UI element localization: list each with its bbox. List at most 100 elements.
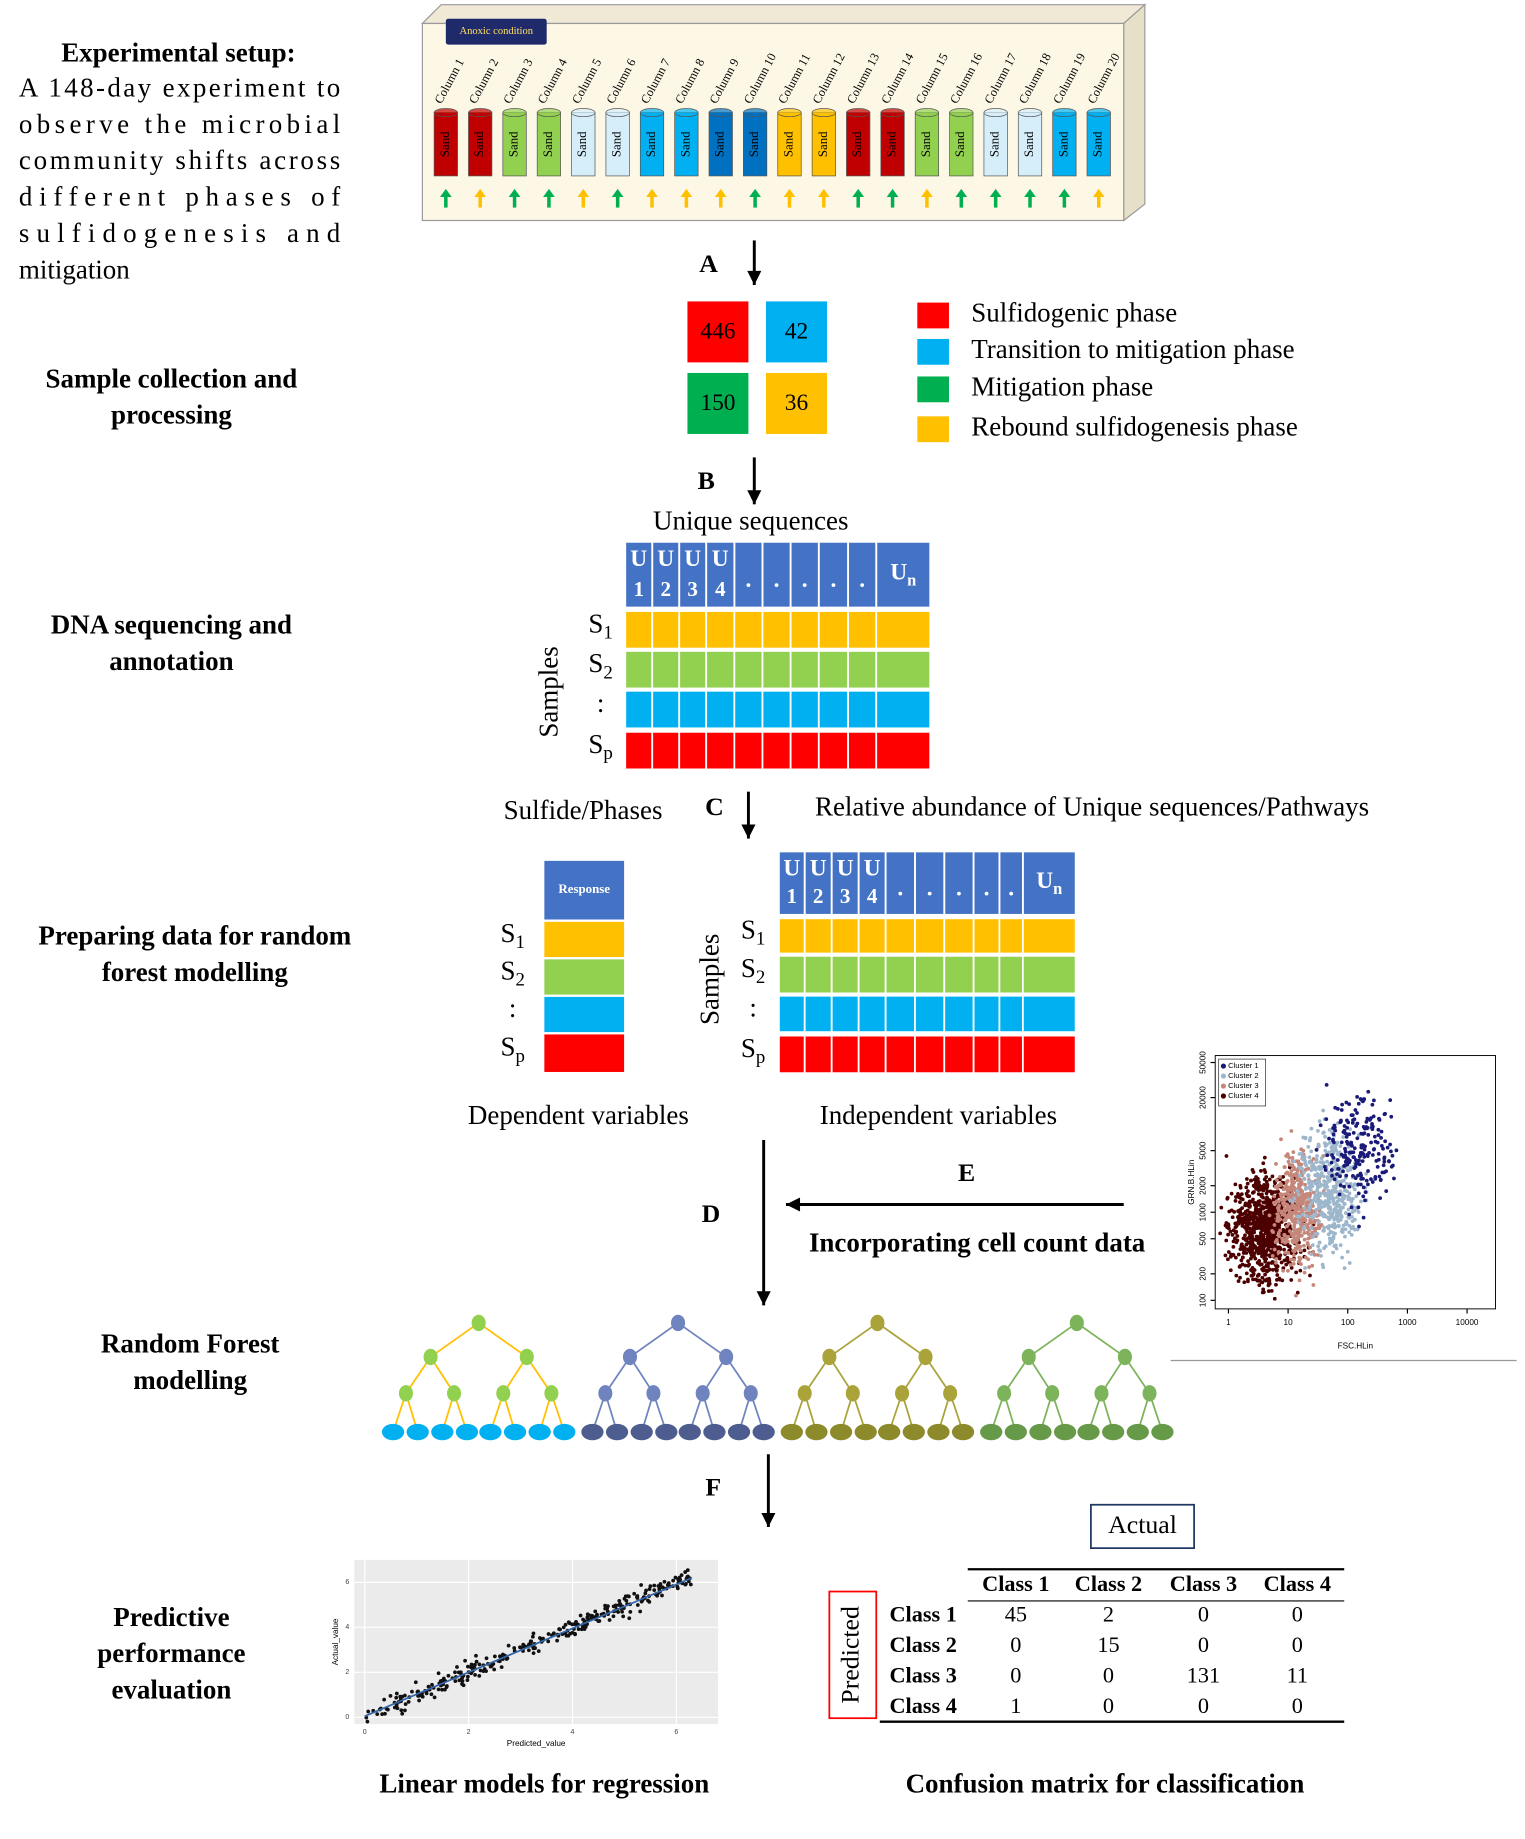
regression-point: [617, 1599, 622, 1603]
scatter-point: [1327, 1179, 1332, 1183]
scatter-point: [1318, 1201, 1323, 1206]
scatter-point: [1359, 1177, 1363, 1181]
scatter-point: [1347, 1191, 1352, 1196]
axis-label: Samples: [694, 934, 724, 1025]
fit-line: [364, 1577, 693, 1718]
scatter-point: [1247, 1226, 1252, 1231]
scatter-point: [1266, 1261, 1271, 1266]
scatter-point: [1274, 1282, 1278, 1287]
scatter-point: [1226, 1257, 1230, 1262]
scatter-point: [1370, 1126, 1375, 1130]
scatter-point: [1286, 1268, 1290, 1273]
scatter-point: [1259, 1194, 1264, 1199]
tree-node: [646, 1385, 661, 1402]
regression-point: [406, 1700, 411, 1704]
row-label: Sp: [741, 1033, 765, 1068]
tree-node: [743, 1385, 758, 1402]
matrix-cell: [678, 689, 708, 730]
scatter-point: [1341, 1193, 1346, 1198]
regression-point: [659, 1584, 663, 1589]
scatter-point: [1263, 1272, 1267, 1277]
tree-node: [471, 1314, 486, 1332]
scatter-point: [1230, 1215, 1235, 1220]
tree-leaf: [381, 1423, 405, 1441]
scatter-point: [1226, 1232, 1230, 1237]
scatter-point: [1289, 1265, 1294, 1270]
scatter-point: [1356, 1191, 1361, 1196]
scatter-point: [1263, 1222, 1268, 1226]
cylinder-top: [536, 108, 562, 118]
matrix-cell: [943, 994, 975, 1033]
caption: Relative abundance of Unique sequences/P…: [815, 791, 1369, 821]
scatter-point: [1329, 1168, 1334, 1172]
header-index: 4: [715, 577, 726, 601]
scatter-point: [1289, 1278, 1294, 1282]
header-label-sub: n: [1053, 879, 1062, 898]
scatter-point: [1261, 1287, 1266, 1292]
scatter-point: [1343, 1146, 1347, 1151]
scatter-point: [1296, 1232, 1300, 1237]
scatter-point: [1229, 1208, 1234, 1213]
axis-label: Samples: [534, 646, 564, 737]
caption: Incorporating cell count data: [809, 1228, 1146, 1258]
scatter-point: [1354, 1194, 1359, 1199]
scatter-point: [1269, 1244, 1274, 1249]
x-axis-label: Predicted_value: [507, 1739, 566, 1748]
regression-point: [603, 1603, 607, 1608]
scatter-point: [1286, 1159, 1291, 1164]
scatter-point: [1379, 1143, 1384, 1148]
row-label-main: S: [500, 956, 515, 986]
scatter-point: [1233, 1182, 1238, 1187]
cylinder-top: [708, 108, 733, 118]
scatter-point: [1382, 1170, 1387, 1175]
column-text: Sand: [575, 131, 589, 157]
scatter-point: [1264, 1249, 1269, 1254]
header-letter: U: [783, 856, 800, 882]
flow-arrow-head: [921, 188, 933, 198]
matrix-cell: [914, 1034, 946, 1075]
column-text: Sand: [953, 131, 967, 157]
row-label: S1: [588, 608, 612, 643]
scatter-point: [1272, 1223, 1277, 1227]
matrix-cell: [817, 689, 849, 730]
matrix-cell: [651, 650, 681, 690]
scatter-point: [1252, 1177, 1257, 1182]
scatter-point: [1281, 1268, 1285, 1273]
regression-point: [581, 1617, 585, 1622]
regression-point: [644, 1588, 648, 1593]
tree-edge: [876, 1322, 927, 1358]
matrix-value: 0: [1198, 1601, 1209, 1626]
scatter-point: [1261, 1268, 1266, 1273]
scatter-point: [1308, 1273, 1312, 1278]
scatter-point: [1343, 1131, 1348, 1136]
scatter-point: [1337, 1192, 1342, 1197]
flow-arrow-head: [852, 188, 865, 198]
row-label: S2: [588, 648, 612, 683]
row-label: S1: [741, 915, 765, 950]
tree-leaf: [1053, 1423, 1077, 1441]
regression-point: [375, 1712, 380, 1716]
header-cell: [875, 540, 932, 609]
arrow-head: [756, 1291, 771, 1306]
scatter-point: [1339, 1229, 1344, 1234]
regression-point: [492, 1654, 497, 1659]
matrix-cell: [830, 994, 860, 1033]
scatter-point: [1276, 1250, 1281, 1254]
header-index: 4: [867, 884, 878, 908]
regression-point: [551, 1631, 556, 1636]
scatter-point: [1270, 1260, 1275, 1264]
scatter-point: [1276, 1199, 1281, 1204]
header-index: 3: [840, 884, 851, 908]
header-letter: U: [810, 856, 827, 882]
scatter-point: [1303, 1193, 1308, 1198]
matrix-cell: [857, 954, 887, 995]
regression-point: [665, 1582, 670, 1587]
matrix-cell: [789, 730, 820, 771]
scatter-point: [1276, 1231, 1281, 1236]
scatter-point: [1359, 1199, 1363, 1204]
scatter-point: [1304, 1163, 1309, 1168]
scatter-point: [1264, 1210, 1269, 1215]
scatter-point: [1275, 1218, 1280, 1223]
scatter-point: [1256, 1248, 1260, 1253]
scatter-point: [1307, 1265, 1312, 1270]
